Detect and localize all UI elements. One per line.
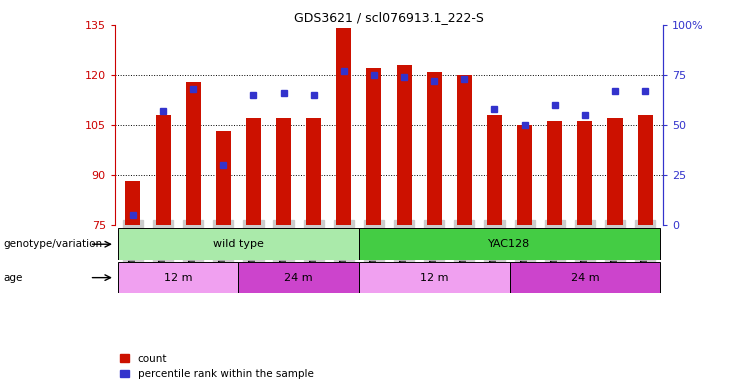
Bar — [359, 228, 660, 260]
Bar — [125, 181, 141, 225]
Bar — [637, 115, 653, 225]
Bar — [306, 118, 322, 225]
Bar — [118, 262, 239, 293]
Text: 12 m: 12 m — [420, 273, 448, 283]
Bar — [186, 81, 201, 225]
Bar — [608, 118, 622, 225]
Bar — [216, 131, 231, 225]
Bar — [118, 228, 359, 260]
Bar — [456, 75, 472, 225]
Bar — [396, 65, 411, 225]
Bar — [517, 125, 532, 225]
Text: 12 m: 12 m — [164, 273, 193, 283]
Bar — [427, 71, 442, 225]
Text: YAC128: YAC128 — [488, 239, 531, 249]
Bar — [367, 68, 382, 225]
Bar — [510, 262, 660, 293]
Bar — [239, 262, 359, 293]
Bar — [487, 115, 502, 225]
Title: GDS3621 / scl076913.1_222-S: GDS3621 / scl076913.1_222-S — [294, 11, 484, 24]
Bar — [276, 118, 291, 225]
Text: wild type: wild type — [213, 239, 264, 249]
Bar — [156, 115, 170, 225]
Bar — [336, 28, 351, 225]
Legend: count, percentile rank within the sample: count, percentile rank within the sample — [120, 354, 313, 379]
Bar — [577, 121, 592, 225]
Bar — [547, 121, 562, 225]
Text: genotype/variation: genotype/variation — [4, 239, 103, 249]
Text: age: age — [4, 273, 23, 283]
Bar — [359, 262, 510, 293]
Bar — [246, 118, 261, 225]
Text: 24 m: 24 m — [285, 273, 313, 283]
Text: 24 m: 24 m — [571, 273, 599, 283]
